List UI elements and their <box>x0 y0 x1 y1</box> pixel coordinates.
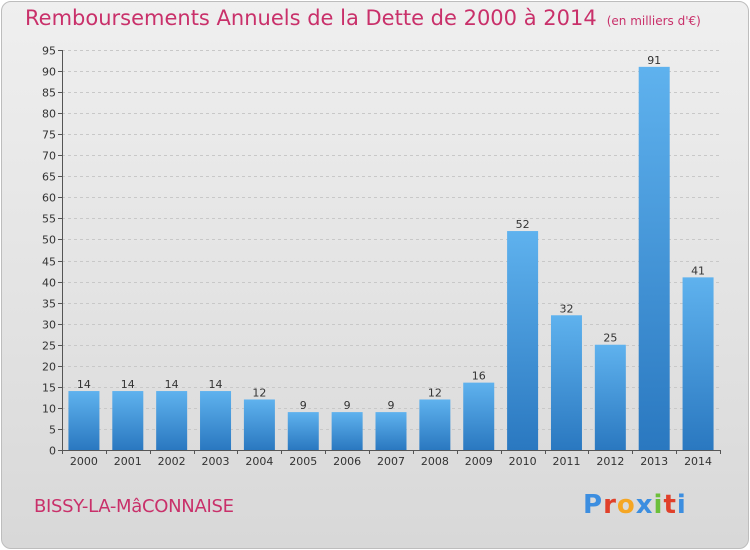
bar <box>287 412 319 450</box>
y-tick-label: 35 <box>42 298 56 311</box>
x-tick-label: 2014 <box>684 455 712 468</box>
logo-letter: i <box>676 490 687 520</box>
bar <box>243 399 275 450</box>
x-tick-label: 2006 <box>333 455 361 468</box>
x-tick-label: 2000 <box>70 455 98 468</box>
x-tick-label: 2011 <box>552 455 580 468</box>
bar-value-label: 91 <box>647 54 661 67</box>
x-tick-label: 2008 <box>421 455 449 468</box>
bar-value-label: 14 <box>121 378 135 391</box>
bar <box>68 391 100 450</box>
bar-value-label: 52 <box>516 218 530 231</box>
x-tick-label: 2007 <box>377 455 405 468</box>
logo-letter: i <box>653 490 664 520</box>
chart-title-row: Remboursements Annuels de la Dette de 20… <box>25 6 701 30</box>
y-tick-label: 50 <box>42 234 56 247</box>
y-tick-label: 80 <box>42 108 56 121</box>
y-tick-label: 25 <box>42 340 56 353</box>
logo-letter: o <box>616 490 636 520</box>
bar-value-label: 14 <box>77 378 91 391</box>
x-tick-label: 2003 <box>202 455 230 468</box>
bar <box>682 277 714 450</box>
bar-value-label: 25 <box>603 332 617 345</box>
x-tick-label: 2012 <box>596 455 624 468</box>
y-tick-label: 95 <box>42 45 56 58</box>
x-tick-label: 2010 <box>509 455 537 468</box>
y-tick-label: 55 <box>42 213 56 226</box>
y-tick-label: 75 <box>42 129 56 142</box>
bar-value-label: 14 <box>209 378 223 391</box>
y-tick-label: 70 <box>42 150 56 163</box>
bar <box>156 391 188 450</box>
logo-letter: r <box>603 490 617 520</box>
x-tick-label: 2001 <box>114 455 142 468</box>
y-tick-label: 85 <box>42 87 56 100</box>
x-axis: 2000 2001 2002 2003 2004 2005 2006 2007 2008 2009… <box>62 450 721 468</box>
bar <box>550 315 582 450</box>
bar-value-label: 41 <box>691 264 705 277</box>
chart-unit: (en milliers d'€) <box>606 14 701 28</box>
y-tick-label: 10 <box>42 403 56 416</box>
x-tick-label: 2005 <box>289 455 317 468</box>
bar-value-label: 9 <box>300 399 307 412</box>
x-tick-label: 2002 <box>158 455 186 468</box>
bars: 14 14 14 14 12 9 9 9 12 16 52 32 25 91 41 <box>68 54 714 450</box>
bar-value-label: 14 <box>165 378 179 391</box>
bar <box>331 412 363 450</box>
bar-value-label: 9 <box>344 399 351 412</box>
bar-value-label: 12 <box>428 386 442 399</box>
y-tick-label: 45 <box>42 256 56 269</box>
y-tick-label: 40 <box>42 277 56 290</box>
commune-name: BISSY-LA-MâCONNAISE <box>34 496 234 517</box>
bar <box>463 382 495 450</box>
bar <box>200 391 232 450</box>
y-tick-label: 65 <box>42 171 56 184</box>
bar <box>112 391 144 450</box>
logo-letter: t <box>663 490 677 520</box>
y-tick-label: 90 <box>42 66 56 79</box>
logo-letter: x <box>635 490 654 520</box>
bar-value-label: 9 <box>388 399 395 412</box>
y-tick-label: 60 <box>42 192 56 205</box>
y-tick-label: 5 <box>49 424 56 437</box>
bar <box>419 399 451 450</box>
bar-value-label: 32 <box>559 302 573 315</box>
logo-letter: P <box>583 490 604 520</box>
y-axis: 0 5 10 15 20 25 30 35 40 45 50 55 60 65 70 75 80 85 90 95 <box>42 45 63 458</box>
y-tick-label: 30 <box>42 319 56 332</box>
bar <box>507 231 539 450</box>
bar <box>638 66 670 450</box>
bar <box>594 344 626 450</box>
x-tick-label: 2009 <box>465 455 493 468</box>
bar-value-label: 16 <box>472 370 486 383</box>
y-tick-label: 20 <box>42 361 56 374</box>
bar <box>375 412 407 450</box>
y-tick-label: 15 <box>42 382 56 395</box>
chart-title: Remboursements Annuels de la Dette de 20… <box>25 6 597 30</box>
bar-value-label: 12 <box>252 386 266 399</box>
x-tick-label: 2013 <box>640 455 668 468</box>
y-tick-label: 0 <box>49 445 56 458</box>
proxiti-logo[interactable]: Proxiti <box>583 490 687 520</box>
x-tick-label: 2004 <box>245 455 273 468</box>
